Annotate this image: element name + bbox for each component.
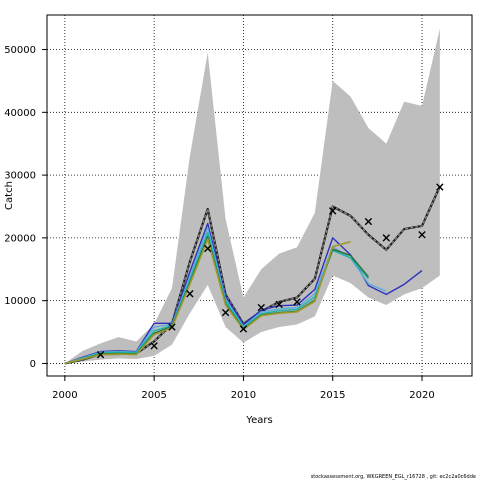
y-tick-label: 50000 [4, 45, 36, 56]
observed-point [221, 308, 230, 317]
x-tick-label: 2015 [320, 390, 345, 401]
observed-point [418, 231, 426, 239]
series-lines [64, 185, 441, 365]
series-line-5 [64, 232, 369, 365]
observed-point [186, 290, 194, 298]
x-tick-label: 2000 [52, 390, 77, 401]
y-axis-title: Catch [4, 181, 15, 210]
series-line-7 [64, 238, 351, 365]
observed-point [257, 303, 265, 312]
x-tick-label: 2020 [409, 390, 434, 401]
observed-point [150, 342, 158, 350]
footer-credit: stockassessment.org, WKGREEN_EGL_r16728 … [310, 474, 476, 480]
observed-point [96, 350, 105, 359]
y-tick-label: 10000 [4, 296, 36, 307]
observed-point [382, 234, 390, 242]
observed-point [329, 207, 337, 215]
observed-point [275, 300, 283, 309]
observed-point [204, 244, 212, 253]
observed-point [293, 298, 301, 306]
axes: 2000 2005 2010 2015 2020 0 10000 20000 30000 4000… [4, 45, 435, 401]
plot-frame [46, 14, 473, 377]
y-tick-label: 20000 [4, 233, 36, 244]
observed-point [364, 217, 373, 226]
x-tick-label: 2010 [231, 390, 256, 401]
y-tick-label: 40000 [4, 108, 36, 119]
y-tick-label: 30000 [4, 171, 36, 182]
observed-points [96, 183, 444, 359]
y-tick-label: 0 [30, 359, 36, 370]
observed-point [168, 323, 176, 331]
observed-point [239, 325, 248, 333]
x-tick-label: 2005 [141, 390, 166, 401]
confidence-band [64, 28, 440, 364]
x-axis-title: Years [245, 415, 272, 426]
observed-point [436, 183, 444, 191]
confidence-band-area [64, 28, 440, 364]
